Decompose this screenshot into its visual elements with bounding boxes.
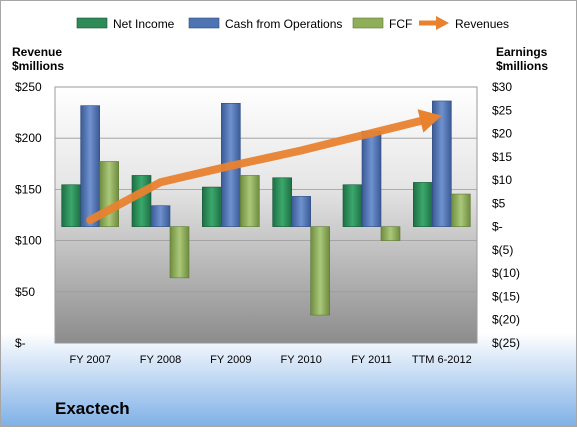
cash-from-operations-bar xyxy=(81,106,100,227)
net-income-bar xyxy=(413,182,432,226)
legend-label: FCF xyxy=(389,17,412,31)
legend-label: Revenues xyxy=(455,17,509,31)
cash-from-operations-bar xyxy=(151,206,170,227)
net-income-bar xyxy=(343,185,362,227)
fcf-bar xyxy=(381,227,400,241)
fcf-bar xyxy=(170,227,189,278)
chart-title: Exactech xyxy=(55,399,130,418)
right-tick-label: $(5) xyxy=(492,243,513,257)
right-tick-label: $5 xyxy=(492,196,506,210)
x-tick-label: FY 2010 xyxy=(280,354,321,366)
right-axis-label-line1: Earnings xyxy=(496,45,548,59)
right-tick-label: $25 xyxy=(492,103,512,117)
left-tick-label: $100 xyxy=(15,234,42,248)
x-tick-label: FY 2009 xyxy=(210,354,251,366)
fcf-legend-swatch xyxy=(353,18,383,28)
right-tick-label: $30 xyxy=(492,80,512,94)
right-axis-label-line2: $millions xyxy=(496,59,548,73)
fcf-bar xyxy=(311,227,330,315)
left-axis-label-line1: Revenue xyxy=(12,45,62,59)
left-tick-label: $200 xyxy=(15,131,42,145)
net-income-bar xyxy=(62,185,81,227)
legend-label: Net Income xyxy=(113,17,175,31)
fcf-bar xyxy=(451,194,470,227)
right-tick-label: $(20) xyxy=(492,313,520,327)
net-income-bar xyxy=(132,175,151,226)
left-tick-label: $50 xyxy=(15,285,35,299)
cash-from-operations-bar xyxy=(362,131,381,226)
left-tick-label: $- xyxy=(15,336,26,350)
right-tick-label: $- xyxy=(492,220,503,234)
left-axis-label-line2: $millions xyxy=(12,59,64,73)
net-income-bar xyxy=(273,178,292,227)
cash-from-operations-legend-swatch xyxy=(189,18,219,28)
right-tick-label: $10 xyxy=(492,173,512,187)
right-tick-label: $(15) xyxy=(492,289,520,303)
right-tick-label: $(25) xyxy=(492,336,520,350)
fcf-bar xyxy=(240,175,259,226)
cash-from-operations-bar xyxy=(292,196,311,226)
right-tick-label: $(10) xyxy=(492,266,520,280)
legend-label: Cash from Operations xyxy=(225,17,342,31)
x-tick-label: TTM 6-2012 xyxy=(412,354,472,366)
x-tick-label: FY 2007 xyxy=(69,354,110,366)
x-tick-label: FY 2011 xyxy=(351,354,392,366)
net-income-legend-swatch xyxy=(77,18,107,28)
left-tick-label: $150 xyxy=(15,182,42,196)
right-tick-label: $20 xyxy=(492,127,512,141)
right-tick-label: $15 xyxy=(492,150,512,164)
x-tick-label: FY 2008 xyxy=(140,354,181,366)
left-tick-label: $250 xyxy=(15,80,42,94)
net-income-bar xyxy=(202,187,221,227)
